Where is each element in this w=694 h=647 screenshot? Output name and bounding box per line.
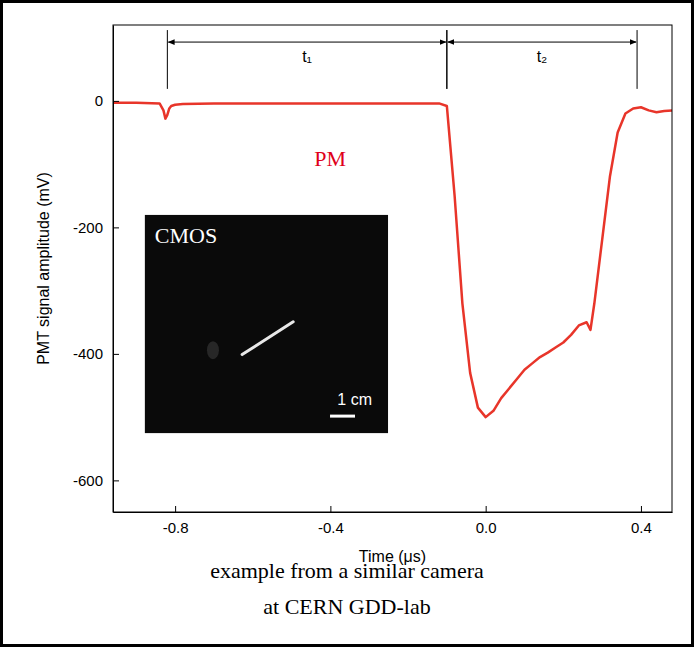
interval-label: t₁ [302, 48, 312, 65]
x-tick: 0.4 [631, 506, 652, 536]
time-interval: t₂ [447, 30, 637, 89]
x-tick: -0.8 [163, 506, 189, 536]
y-tick-mark [113, 354, 119, 355]
y-tick: -400 [73, 345, 119, 362]
y-tick-label: 0 [95, 92, 103, 109]
plot: CMOS1 cmPM-0.8-0.40.00.4-600-400-2000Tim… [35, 25, 673, 565]
interval-arrow [448, 42, 636, 43]
y-tick-label: -400 [73, 345, 103, 362]
time-interval: t₁ [167, 30, 447, 89]
x-axis: -0.8 -0.4 0.0 0.4 [114, 506, 673, 536]
interval-label: t₂ [537, 48, 548, 65]
interval-bound [167, 30, 168, 89]
series-line [113, 103, 672, 417]
chart: CMOS1 cmPM-0.8-0.40.00.4-600-400-2000Tim… [0, 0, 694, 647]
y-tick-label: -600 [73, 472, 103, 489]
interval-bound [446, 30, 447, 89]
x-tick-label: 0.4 [631, 519, 652, 536]
x-tick: 0.0 [476, 506, 497, 536]
inset-background [145, 215, 388, 433]
y-tick-mark [113, 227, 119, 228]
x-tick-mark [486, 506, 487, 512]
y-axis-line [113, 26, 114, 513]
inset-scale-label: 1 cm [337, 391, 372, 408]
y-axis-title: PMT signal amplitude (mV) [35, 172, 52, 365]
y-axis: -600 -400 -200 0 [73, 26, 119, 513]
y-tick-mark [113, 101, 119, 102]
x-tick-label: -0.8 [163, 519, 189, 536]
marks [113, 103, 672, 417]
figure-border [2, 2, 693, 646]
y-tick: -200 [73, 219, 119, 236]
inset-blob [207, 341, 219, 359]
y-tick: 0 [95, 92, 119, 109]
series-label: PM [314, 146, 346, 171]
y-tick-mark [113, 480, 119, 481]
x-tick-label: 0.0 [476, 519, 497, 536]
x-tick-mark [175, 506, 176, 512]
plot-frame [113, 25, 672, 512]
x-axis-line [114, 512, 673, 513]
interval-arrow [168, 42, 446, 43]
y-tick: -600 [73, 472, 119, 489]
inset-track [242, 322, 293, 355]
interval-bound [637, 30, 638, 89]
caption: example from a similar camera [210, 558, 484, 583]
interval-bound [446, 30, 447, 89]
x-tick: -0.4 [318, 506, 344, 536]
caption: at CERN GDD-lab [263, 594, 430, 619]
y-tick-label: -200 [73, 219, 103, 236]
x-tick-mark [330, 506, 331, 512]
inset-image: CMOS 1 cm [145, 215, 388, 433]
inset-title: CMOS [155, 223, 217, 248]
x-tick-mark [641, 506, 642, 512]
x-tick-label: -0.4 [318, 519, 344, 536]
inset-scale-bar [330, 415, 355, 418]
